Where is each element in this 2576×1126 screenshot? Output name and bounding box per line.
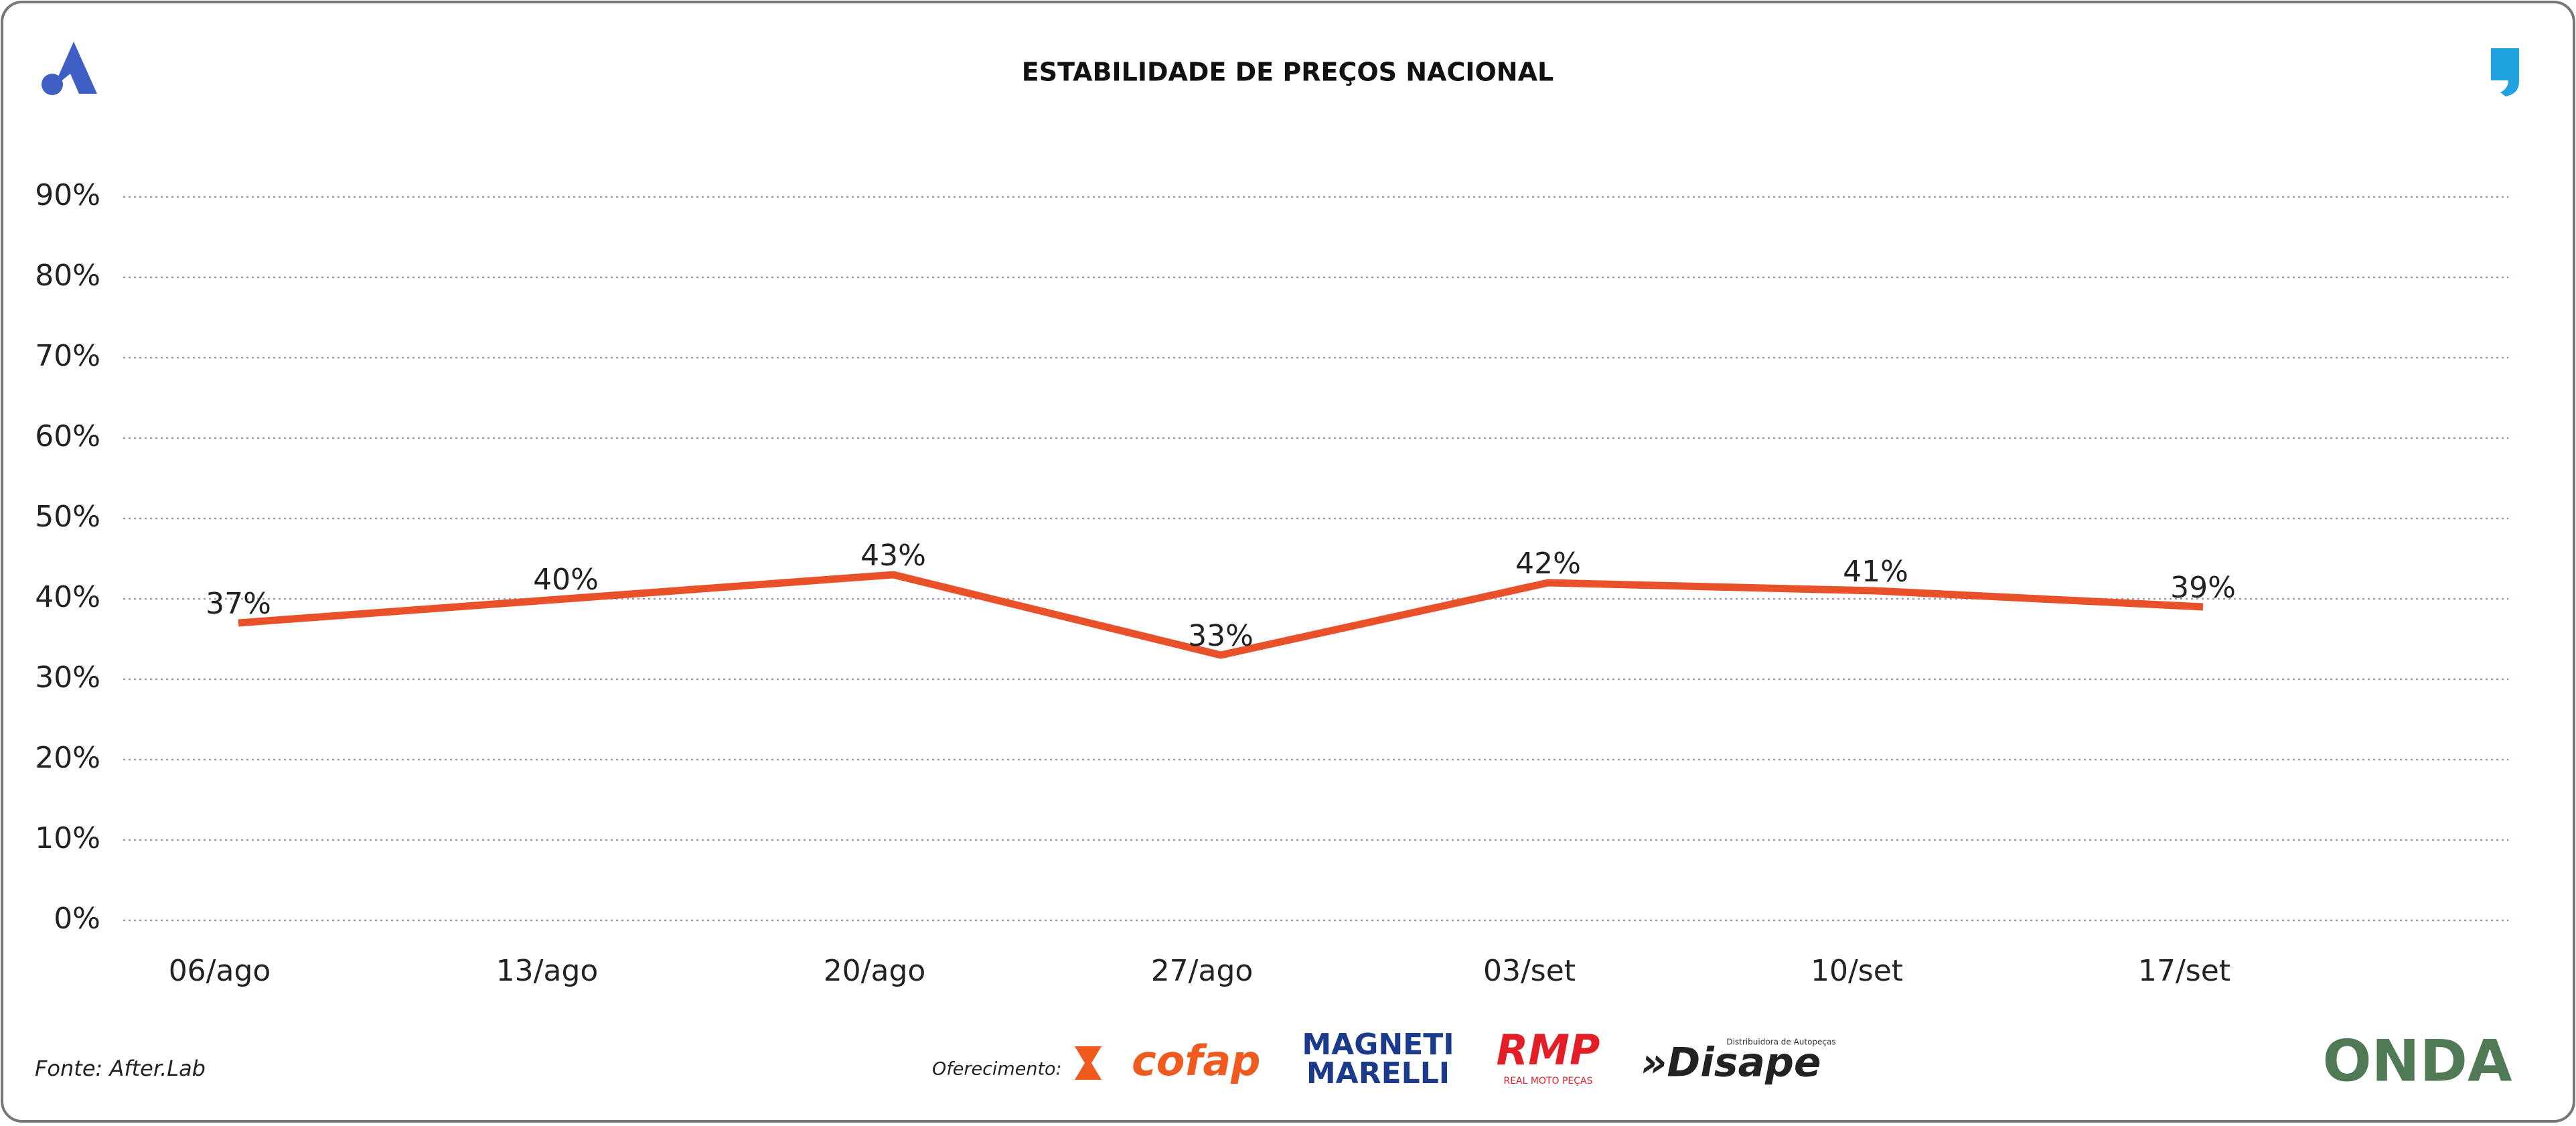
sponsor-logo: MARELLI [1306, 1056, 1450, 1090]
value-label: 40% [533, 563, 599, 597]
x-tick-label: 17/set [2138, 954, 2230, 988]
x-tick-label: 20/ago [824, 954, 926, 988]
y-tick-label: 90% [35, 178, 100, 212]
line [238, 571, 2204, 659]
logo-left [42, 42, 97, 95]
sponsor-logo: RMP [1497, 1026, 1600, 1074]
x-tick-label: 13/ago [496, 954, 599, 988]
y-tick-label: 20% [35, 741, 100, 775]
sponsor-subtitle: Distribuidora de Autopeças [1726, 1038, 1835, 1047]
logo-right [2491, 48, 2519, 96]
value-label: 42% [1515, 547, 1581, 581]
sponsor-logo: MAGNETI [1302, 1028, 1454, 1062]
value-label: 41% [1843, 555, 1908, 589]
sponsor-icon [1075, 1046, 1102, 1080]
y-tick-label: 30% [35, 660, 100, 695]
x-tick-label: 27/ago [1151, 954, 1254, 988]
sponsor-subtitle: REAL MOTO PEÇAS [1503, 1076, 1592, 1086]
y-tick-label: 60% [35, 419, 100, 453]
y-tick-label: 50% [35, 500, 100, 534]
y-tick-label: 10% [35, 821, 100, 855]
value-label: 33% [1188, 619, 1254, 653]
value-label: 37% [206, 587, 271, 621]
y-tick-label: 70% [35, 339, 100, 373]
brand-logo: ONDA [2322, 1028, 2512, 1095]
sponsor-label: Oferecimento: [932, 1059, 1062, 1080]
source: Fonte: After.Lab [35, 1056, 206, 1081]
value-label: 43% [860, 539, 926, 573]
x-tick-label: 03/set [1483, 954, 1576, 988]
sponsor-logo: »Disape [1641, 1040, 1821, 1086]
x-tick-label: 10/set [1811, 954, 1903, 988]
y-tick-label: 40% [35, 580, 100, 614]
x-tick-label: 06/ago [169, 954, 271, 988]
sponsor-logo: cofap [1132, 1036, 1261, 1085]
y-tick-label: 80% [35, 259, 100, 293]
chart-title: ESTABILIDADE DE PREÇOS NACIONAL [1022, 58, 1554, 87]
value-label: 39% [2170, 571, 2236, 605]
y-tick-label: 0% [54, 902, 100, 936]
